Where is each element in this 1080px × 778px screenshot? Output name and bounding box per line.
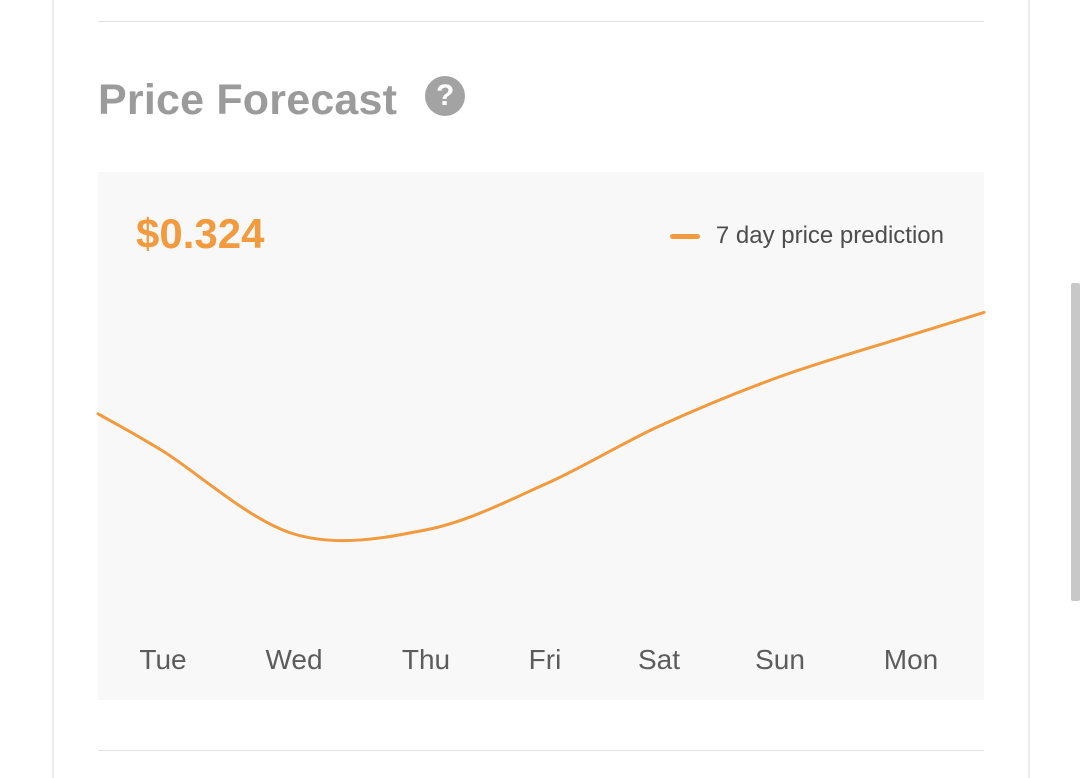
chart-plot-area: Tue Wed Thu Fri Sat Sun Mon <box>96 310 986 675</box>
legend-label: 7 day price prediction <box>715 222 944 249</box>
data-point-fri[interactable] <box>539 478 551 490</box>
bottom-divider <box>98 750 984 751</box>
x-tick-label-fri: Fri <box>529 644 562 675</box>
x-tick-label-sun: Sun <box>755 644 805 675</box>
forecast-header: Price Forecast ? <box>98 70 466 130</box>
data-point-mon[interactable] <box>905 329 917 341</box>
data-point-sat[interactable] <box>653 420 665 432</box>
data-point-sun[interactable] <box>774 371 786 383</box>
page-title: Price Forecast <box>98 75 398 124</box>
top-divider <box>98 21 984 22</box>
question-circle-icon[interactable]: ? <box>425 76 466 116</box>
x-tick-label-wed: Wed <box>265 644 322 675</box>
scrollbar[interactable] <box>1071 283 1080 601</box>
series-line-7-day-price-prediction <box>96 310 986 543</box>
chart-legend: 7 day price prediction <box>669 222 944 250</box>
legend-swatch <box>669 233 700 239</box>
price-chart: $0.324 7 day price prediction Tue Wed Thu F… <box>96 172 986 700</box>
data-point-thu[interactable] <box>420 524 432 536</box>
data-point-wed[interactable] <box>288 528 300 540</box>
x-tick-label-thu: Thu <box>402 644 450 675</box>
x-tick-label-tue: Tue <box>139 644 186 675</box>
current-price: $0.324 <box>136 210 265 257</box>
data-point-tue[interactable] <box>157 445 169 457</box>
x-tick-label-mon: Mon <box>884 644 938 675</box>
x-tick-label-sat: Sat <box>638 644 680 675</box>
